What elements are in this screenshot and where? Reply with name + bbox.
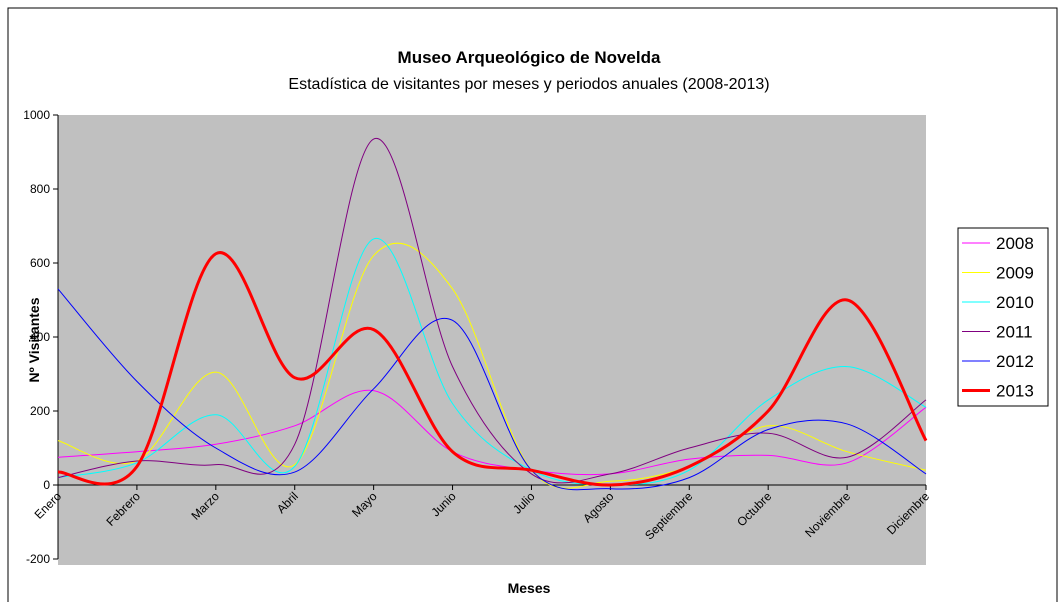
y-tick-label: -200 — [26, 552, 50, 566]
legend-label: 2012 — [996, 352, 1034, 371]
y-tick-label: 600 — [30, 256, 50, 270]
y-axis-label: Nº Visitantes — [26, 297, 42, 382]
chart-title: Museo Arqueológico de Novelda — [398, 48, 661, 67]
legend-label: 2010 — [996, 293, 1034, 312]
legend-label: 2013 — [996, 382, 1034, 401]
series-line — [57, 138, 927, 484]
y-tick-label: 200 — [30, 404, 50, 418]
series-line — [57, 238, 927, 486]
plot-area — [58, 115, 926, 565]
series-line — [57, 251, 928, 487]
series-line — [57, 288, 927, 491]
y-tick-label: 400 — [30, 330, 50, 344]
series-line — [57, 389, 927, 476]
legend-label: 2009 — [996, 264, 1034, 283]
legend-label: 2008 — [996, 234, 1034, 253]
y-tick-label: 0 — [43, 478, 50, 492]
legend-label: 2011 — [996, 323, 1033, 342]
y-tick-label: 800 — [30, 182, 50, 196]
series-line — [57, 242, 927, 489]
chart-subtitle: Estadística de visitantes por meses y pe… — [288, 76, 769, 93]
x-axis-label: Meses — [508, 580, 551, 596]
legend — [957, 227, 1049, 407]
y-tick-label: 1000 — [23, 108, 50, 122]
